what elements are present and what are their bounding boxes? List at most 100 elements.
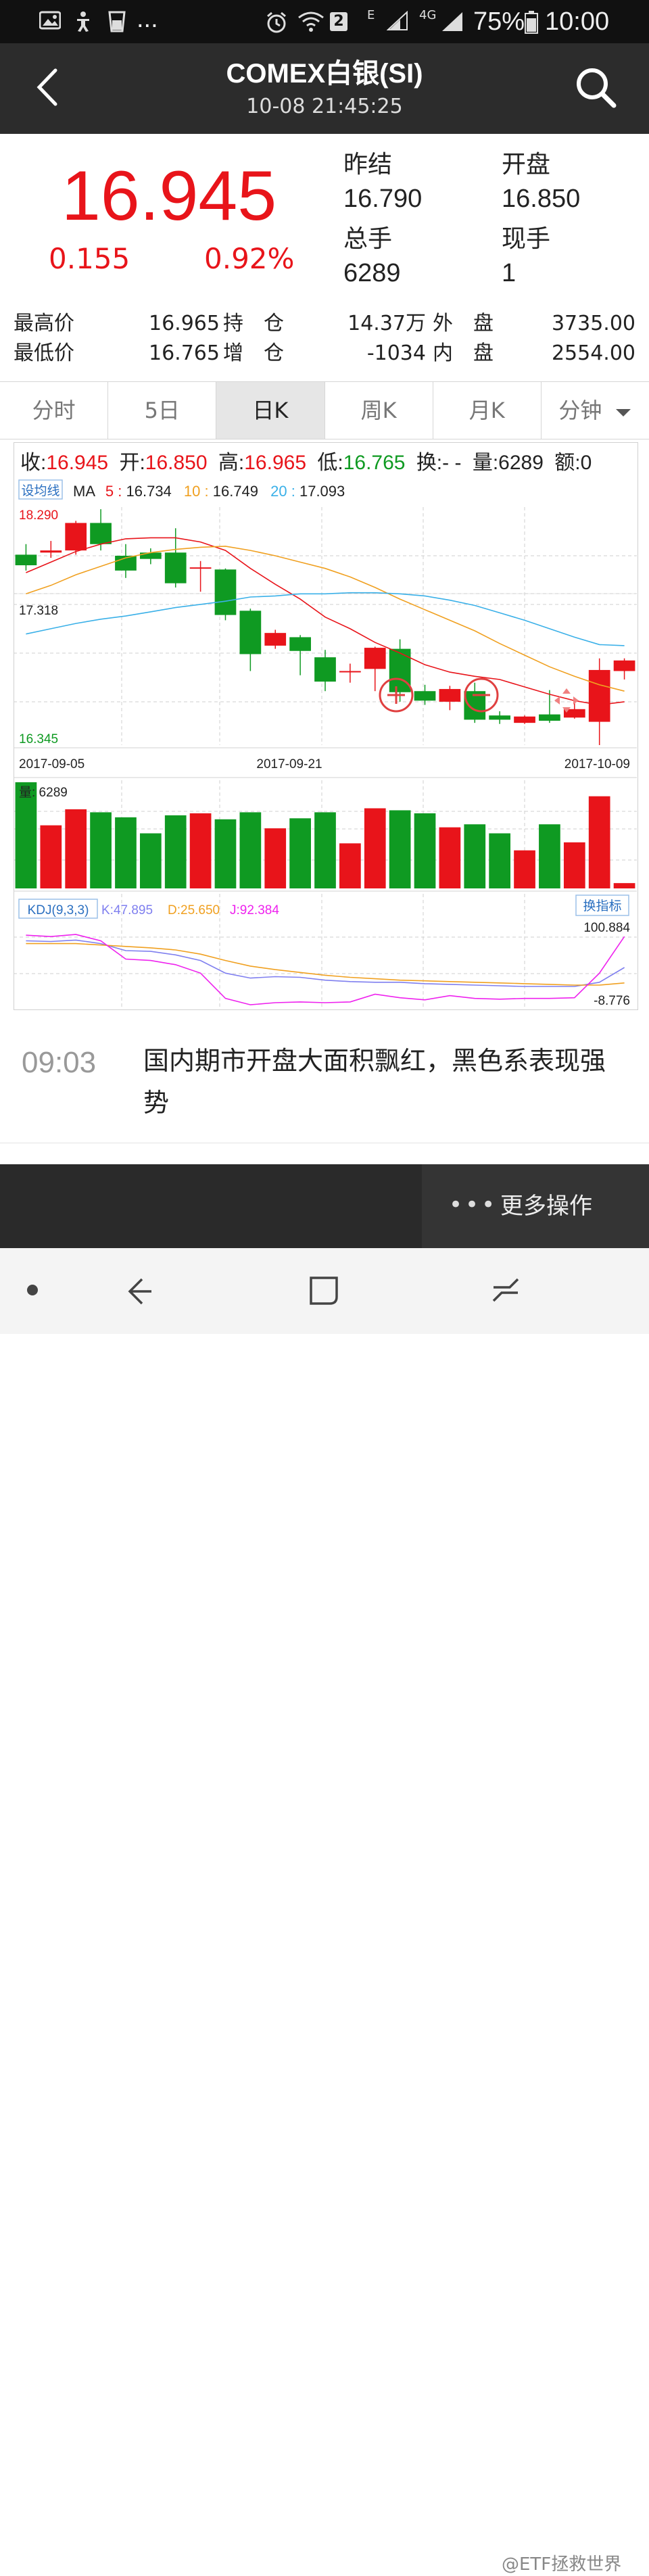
zoom-in-button[interactable] [379,677,414,713]
news-time: 09:03 [22,1046,97,1079]
image-icon [39,11,62,34]
price-change: 0.155 [49,242,130,275]
low-label: 最低价 [14,341,74,365]
volume-bar [164,815,187,888]
candle-body [289,637,311,651]
candle-body [264,633,287,646]
kdj-indicator-button[interactable]: KDJ(9,3,3) [18,899,98,919]
pan-handle-icon[interactable] [554,688,579,713]
more-dots-icon: ••• [449,1191,498,1218]
date-start-label: 2017-09-05 [19,757,85,771]
candle-body [339,671,361,673]
price-change-percent: 0.92% [204,242,295,275]
low-label: 低: [317,452,343,474]
kdj-min-label: -8.776 [594,994,630,1008]
volume-bar [314,812,336,888]
vol-label: 量: [473,452,498,474]
alarm-icon [265,11,288,39]
k-value-label: K:47.895 [101,903,153,917]
nav-dot-icon[interactable] [26,1283,39,1297]
ma20-value: 17.093 [299,483,345,500]
nav-back-icon[interactable] [124,1275,155,1306]
volume-bar [464,824,486,888]
volume-bar [189,813,212,888]
nav-home-icon[interactable] [307,1274,341,1308]
nav-recents-icon[interactable] [491,1275,521,1306]
open-label: 开盘 [502,151,551,178]
search-icon [577,68,617,108]
chart-frame [14,442,638,1010]
candle-body [189,567,212,569]
news-headline[interactable]: 国内期市开盘大面积飘红，黑色系表现强势 [143,1046,606,1118]
volume-bar [214,819,237,888]
back-button[interactable] [27,64,74,111]
tab-weekly-k[interactable]: 周K [325,382,433,439]
volume-bar [264,828,287,888]
bottom-action-bar: ••• 更多操作 [0,1164,649,1248]
candle-body [439,689,461,702]
sim-badge: 2 [330,12,347,31]
wifi-icon [297,11,324,37]
set-ma-label: 设均线 [21,483,59,498]
volume-bar [65,809,87,888]
open-interest-label: 持 仓 [223,312,284,335]
set-ma-button[interactable]: 设均线 [18,479,63,500]
search-button[interactable] [571,62,622,114]
volume-panel-label: 量: 6289 [19,786,68,800]
volume-bar [289,818,311,888]
volume-bar [514,850,535,888]
turnover-value: - - [442,452,461,474]
volume-bar [139,833,162,888]
switch-indicator-button[interactable]: 换指标 [575,895,629,916]
battery-icon [525,11,538,39]
clock: 10:00 [545,7,610,36]
candle-body [389,648,411,692]
tab-daily-k[interactable]: 日K [216,382,325,439]
high-label: 最高价 [14,312,74,335]
turnover-label: 换: [416,452,442,474]
tab-intraday[interactable]: 分时 [0,382,109,439]
ma-label: MA [73,483,95,500]
tab-minute[interactable]: 分钟 [542,382,649,439]
watermark: @ETF拯救世界 [502,2554,622,2575]
y-low-label: 16.345 [19,732,58,746]
svg-text:收:16.945 开:16.850 高:16: 收:16.945 开:16.850 高:16.965 低:16.765 换:- … [20,452,592,474]
candle-body [364,648,386,669]
system-nav-bar: @ETF拯救世界 [0,1248,649,2575]
candle-body [40,550,62,553]
tab-monthly-k[interactable]: 月K [433,382,542,439]
candle-body [164,552,187,583]
status-bar: ... 2 E 4G 75% 10:00 [0,0,649,43]
zoom-out-button[interactable] [464,677,499,713]
network-type-e: E [367,8,375,22]
ma20-label: 20 : [270,483,299,500]
kline-chart[interactable]: 收:16.945 开:16.850 高:16.965 低:16.765 换:- … [14,442,638,1010]
open-label: 开: [119,452,145,474]
candle-body [539,714,560,721]
volume-bar [588,796,610,888]
quote-datetime: 10-08 21:45:25 [246,95,403,118]
candle-body [613,660,635,671]
date-end-label: 2017-10-09 [564,757,630,771]
volume-bar [563,842,585,888]
signal-icon-2 [441,11,464,37]
open-interest-value: 14.37万 [347,312,426,335]
open-value: 16.850 [502,185,581,213]
volume-bar [239,812,262,888]
oi-change-value: -1034 [366,341,426,365]
close-label: 收: [20,452,46,474]
j-value-label: J:92.384 [230,903,279,917]
candle-body [414,691,436,701]
y-high-label: 18.290 [19,508,58,523]
candle-body [214,569,237,615]
volume-bar [539,824,560,888]
open-value: 16.850 [145,452,208,474]
more-actions-button[interactable]: ••• 更多操作 [422,1164,649,1248]
vol-value: 6289 [498,452,544,474]
chevron-down-icon [615,409,631,416]
period-tabs: 分时 5日 日K 周K 月K 分钟 [0,381,649,439]
volume-bar [115,817,137,888]
tab-5day[interactable]: 5日 [108,382,217,439]
low-value: 16.765 [343,452,406,474]
volume-bar [364,808,386,888]
